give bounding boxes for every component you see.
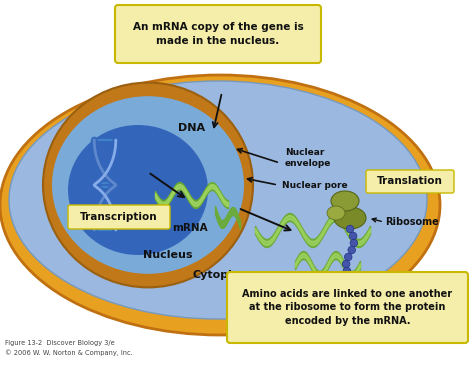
Ellipse shape xyxy=(112,96,122,110)
Ellipse shape xyxy=(331,191,359,211)
Ellipse shape xyxy=(64,223,77,234)
Ellipse shape xyxy=(52,96,244,274)
Circle shape xyxy=(349,281,357,289)
Ellipse shape xyxy=(327,206,345,220)
Ellipse shape xyxy=(223,216,236,227)
Circle shape xyxy=(349,232,357,240)
Ellipse shape xyxy=(230,165,244,175)
FancyBboxPatch shape xyxy=(115,5,321,63)
Ellipse shape xyxy=(68,125,208,255)
FancyBboxPatch shape xyxy=(227,272,468,343)
Ellipse shape xyxy=(91,250,102,263)
Text: Ribosome: Ribosome xyxy=(385,217,439,227)
Ellipse shape xyxy=(128,264,137,278)
Text: An mRNA copy of the gene is
made in the nucleus.: An mRNA copy of the gene is made in the … xyxy=(133,22,303,46)
Ellipse shape xyxy=(51,188,65,197)
Circle shape xyxy=(345,253,352,261)
Circle shape xyxy=(346,225,354,233)
FancyBboxPatch shape xyxy=(366,170,454,193)
Ellipse shape xyxy=(187,103,199,116)
Ellipse shape xyxy=(78,118,91,130)
Circle shape xyxy=(342,260,350,268)
Text: Cytoplasm: Cytoplasm xyxy=(192,270,258,280)
Circle shape xyxy=(350,239,358,247)
FancyBboxPatch shape xyxy=(68,205,170,229)
Ellipse shape xyxy=(334,207,366,229)
Ellipse shape xyxy=(43,82,253,287)
Ellipse shape xyxy=(151,91,161,105)
Circle shape xyxy=(348,246,356,254)
Text: mRNA: mRNA xyxy=(172,223,208,233)
Text: Translation: Translation xyxy=(377,177,443,187)
Text: Nucleus: Nucleus xyxy=(143,250,193,260)
Circle shape xyxy=(346,274,354,282)
Text: Nuclear
envelope: Nuclear envelope xyxy=(285,148,331,168)
Ellipse shape xyxy=(231,180,245,190)
Text: Nuclear pore: Nuclear pore xyxy=(282,181,347,189)
Ellipse shape xyxy=(200,245,212,258)
Text: Figure 13-2  Discover Biology 3/e
© 2006 W. W. Norton & Company, Inc.: Figure 13-2 Discover Biology 3/e © 2006 … xyxy=(5,341,133,356)
Ellipse shape xyxy=(215,129,228,141)
Text: Transcription: Transcription xyxy=(80,212,158,222)
Ellipse shape xyxy=(0,75,440,335)
Ellipse shape xyxy=(9,81,427,319)
Text: Amino acids are linked to one another
at the ribosome to form the protein
encode: Amino acids are linked to one another at… xyxy=(242,289,453,326)
Ellipse shape xyxy=(56,150,70,161)
Ellipse shape xyxy=(166,262,176,276)
Circle shape xyxy=(343,267,351,275)
Text: DNA: DNA xyxy=(178,123,206,133)
